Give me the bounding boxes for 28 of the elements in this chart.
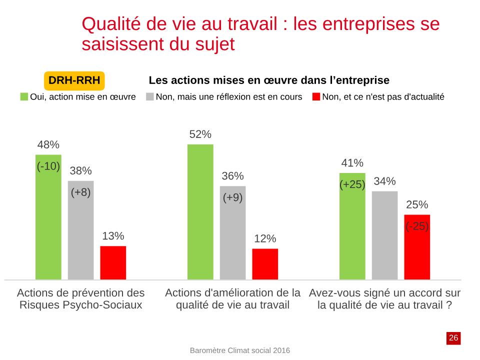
bar: [68, 180, 94, 280]
x-tick-label: Actions de prévention des Risques Psycho-Sociaux: [16, 288, 144, 311]
bar: [404, 214, 430, 280]
bar: [372, 191, 398, 280]
data-label: 13%: [102, 232, 124, 240]
legend-label: Oui, action mise en œuvre: [30, 93, 136, 101]
bar: [100, 246, 126, 280]
data-label: 48% (-10): [37, 140, 60, 172]
bar: [220, 186, 246, 280]
data-label: 12%: [254, 234, 276, 242]
x-tick-label: Actions d'amélioration de la qualité de vie au travail: [165, 288, 301, 311]
text: 41% (+25): [340, 158, 365, 190]
data-label: 36% (+9): [222, 172, 244, 204]
text: 26: [449, 334, 458, 341]
data-label: 34%: [374, 177, 396, 185]
data-label: 52%: [190, 130, 212, 138]
bar: [252, 248, 278, 280]
bar: [36, 154, 62, 280]
chart-subtitle: Les actions mises en œuvre dans l’entreprise: [150, 76, 390, 86]
chart-title: Qualité de vie au travail : les entreprises se saisissent du sujet: [82, 16, 440, 54]
text: DRH-RRH: [49, 76, 100, 84]
data-label: 25% (-25): [406, 200, 428, 232]
x-tick-label: Avez-vous signé un accord sur la qualité de vie au travail ?: [308, 288, 460, 311]
bar: [340, 173, 366, 280]
bar: [188, 144, 214, 280]
data-label: 38% (+8): [70, 166, 92, 198]
legend-label: Non, mais une réflexion est en cours: [156, 93, 302, 101]
legend-label: Non, et ce n'est pas d'actualité: [322, 93, 444, 102]
